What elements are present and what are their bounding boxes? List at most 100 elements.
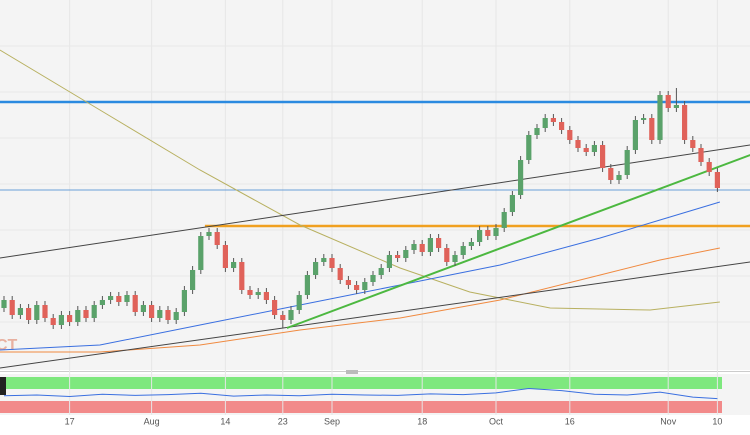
candle-body	[673, 105, 679, 108]
candle-body	[575, 140, 581, 148]
main-panel	[0, 0, 750, 370]
candle-body	[75, 310, 81, 322]
candle-body	[583, 148, 589, 152]
trend-line	[286, 154, 750, 329]
candle-body	[509, 195, 515, 212]
candle-body	[239, 262, 245, 290]
candle-body	[83, 310, 89, 318]
candle-body	[304, 275, 310, 295]
oversold-band	[0, 401, 722, 413]
candle-body	[116, 296, 122, 302]
candle-body	[165, 310, 171, 320]
candle-body	[706, 162, 712, 172]
candle-body	[321, 258, 327, 262]
candle-body	[419, 244, 425, 252]
candle-body	[460, 246, 466, 255]
candle-body	[427, 238, 433, 252]
candle-body	[206, 232, 212, 236]
candle-body	[247, 290, 253, 295]
candle-body	[272, 300, 278, 315]
candle-body	[518, 160, 524, 195]
candle-body	[108, 296, 114, 300]
candle-body	[280, 315, 286, 320]
indicator-line	[3, 388, 718, 400]
trend-line	[0, 261, 750, 369]
candle-body	[698, 148, 704, 162]
x-tick-label: 18	[417, 416, 427, 426]
candle-body	[313, 262, 319, 275]
candle-body	[190, 270, 196, 290]
candle-body	[1, 300, 7, 308]
candle-body	[501, 212, 507, 228]
candle-body	[99, 300, 105, 305]
x-tick-label: 16	[565, 416, 575, 426]
candle-body	[149, 305, 155, 318]
candle-body	[296, 295, 302, 310]
candle-body	[181, 290, 187, 312]
candle-body	[411, 244, 417, 250]
x-tick-label: 14	[220, 416, 230, 426]
candle-body	[608, 168, 614, 180]
candle-body	[526, 135, 532, 160]
candle-body	[386, 255, 392, 268]
candle-body	[534, 128, 540, 135]
candle-body	[624, 150, 630, 175]
candle-body	[132, 295, 138, 312]
candle-body	[493, 228, 499, 236]
candle-body	[591, 145, 597, 152]
x-tick-label: 10	[712, 416, 722, 426]
candle-body	[682, 105, 688, 140]
candle-body	[657, 95, 663, 140]
candle-body	[222, 245, 228, 268]
x-tick-label: Sep	[324, 416, 340, 426]
candle-body	[58, 315, 64, 325]
moving-average	[0, 49, 720, 311]
candle-body	[91, 305, 97, 318]
candle-body	[67, 315, 73, 322]
candle-body	[714, 172, 720, 188]
candle-body	[288, 310, 294, 320]
candle-body	[337, 268, 343, 280]
candle-body	[370, 275, 376, 282]
candle-body	[42, 305, 48, 318]
candle-body	[231, 262, 237, 268]
candle-body	[354, 285, 360, 290]
candle-body	[395, 255, 401, 258]
candle-body	[468, 242, 474, 246]
candle-body	[378, 268, 384, 275]
candle-body	[124, 295, 130, 302]
x-tick-label: Nov	[660, 416, 677, 426]
candle-body	[255, 292, 261, 295]
candle-body	[173, 312, 179, 320]
x-tick-label: 23	[278, 416, 288, 426]
candle-body	[436, 238, 442, 248]
candle-body	[345, 280, 351, 285]
candle-body	[485, 230, 491, 236]
indicator-marker	[0, 377, 6, 395]
candle-body	[50, 318, 56, 325]
candle-body	[477, 230, 483, 242]
candle-body	[34, 305, 40, 320]
candle-body	[198, 236, 204, 270]
resize-handle	[346, 370, 358, 374]
moving-average	[0, 247, 720, 353]
candle-body	[214, 232, 220, 245]
x-tick-label: Oct	[489, 416, 504, 426]
candle-body	[444, 248, 450, 262]
overbought-band	[0, 377, 722, 389]
candle-body	[362, 282, 368, 290]
x-tick-label: 17	[65, 416, 75, 426]
candle-body	[559, 122, 565, 130]
candle-body	[17, 308, 23, 315]
candle-body	[665, 95, 671, 108]
candle-body	[632, 120, 638, 150]
candle-body	[616, 175, 622, 180]
candle-body	[9, 300, 15, 315]
x-tick-label: Aug	[144, 416, 160, 426]
candle-body	[567, 130, 573, 140]
candle-body	[140, 305, 146, 312]
candle-body	[452, 255, 458, 262]
candle-body	[329, 258, 335, 268]
candle-body	[542, 118, 548, 128]
candle-body	[403, 250, 409, 258]
